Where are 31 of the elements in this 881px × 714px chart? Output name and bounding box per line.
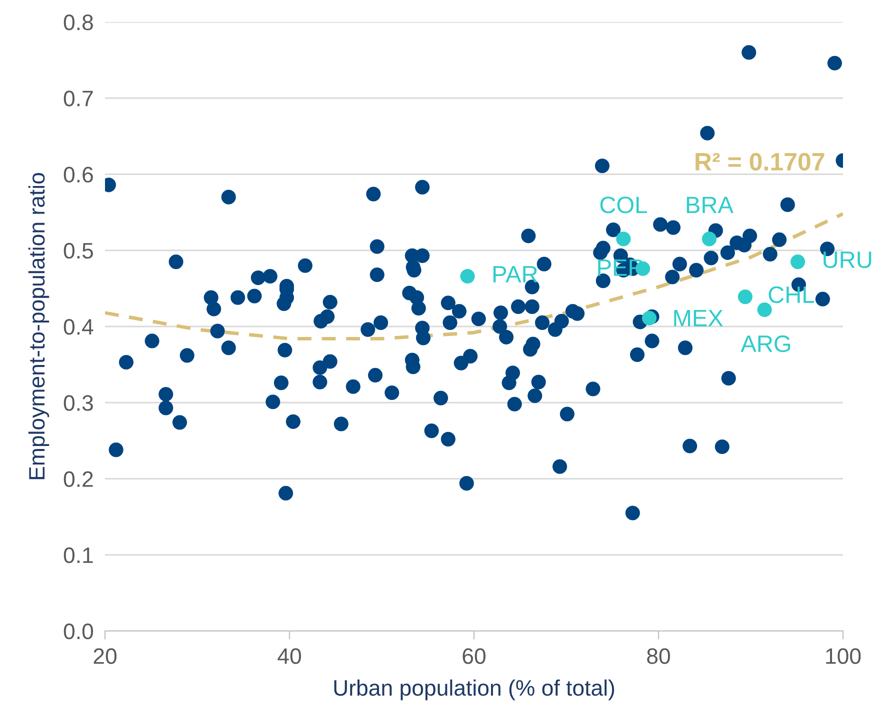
annotation: CHL — [768, 286, 814, 304]
y-tick-label: 0.5 — [64, 242, 93, 259]
y-tick-label: 0.4 — [64, 319, 94, 335]
y-tick-label: 0.0 — [64, 624, 94, 640]
point — [702, 232, 717, 246]
x-tick-label: 60 — [462, 648, 486, 664]
x-tick-label: 80 — [647, 648, 670, 664]
x-tick-label: 100 — [826, 648, 861, 664]
point — [757, 302, 772, 318]
y-axis-title: Employment-to-population ratio — [28, 173, 50, 480]
annotation: MEX — [674, 310, 723, 326]
y-tick-label: 0.3 — [64, 395, 93, 411]
y-tick-label: 0.2 — [64, 471, 93, 488]
point — [738, 290, 752, 304]
annotation: R² = 0.1707 — [696, 152, 824, 171]
annotation: URU — [824, 252, 872, 268]
annotation: BRA — [686, 196, 734, 214]
point — [460, 268, 475, 284]
x-axis-title: Urban population (% of total) — [334, 679, 614, 700]
point — [616, 232, 631, 246]
point — [790, 254, 806, 270]
annotation: COL — [600, 196, 647, 214]
point — [642, 310, 657, 326]
x-tick-label: 20 — [94, 648, 116, 664]
x-tick-label: 40 — [278, 648, 301, 664]
y-tick-label: 0.7 — [64, 90, 93, 106]
y-tick-label: 0.1 — [64, 547, 93, 564]
annotation: ARG — [740, 335, 790, 352]
annotation: PAR — [493, 266, 538, 282]
y-tick-label: 0.6 — [64, 166, 93, 183]
y-tick-label: 0.8 — [64, 14, 93, 30]
